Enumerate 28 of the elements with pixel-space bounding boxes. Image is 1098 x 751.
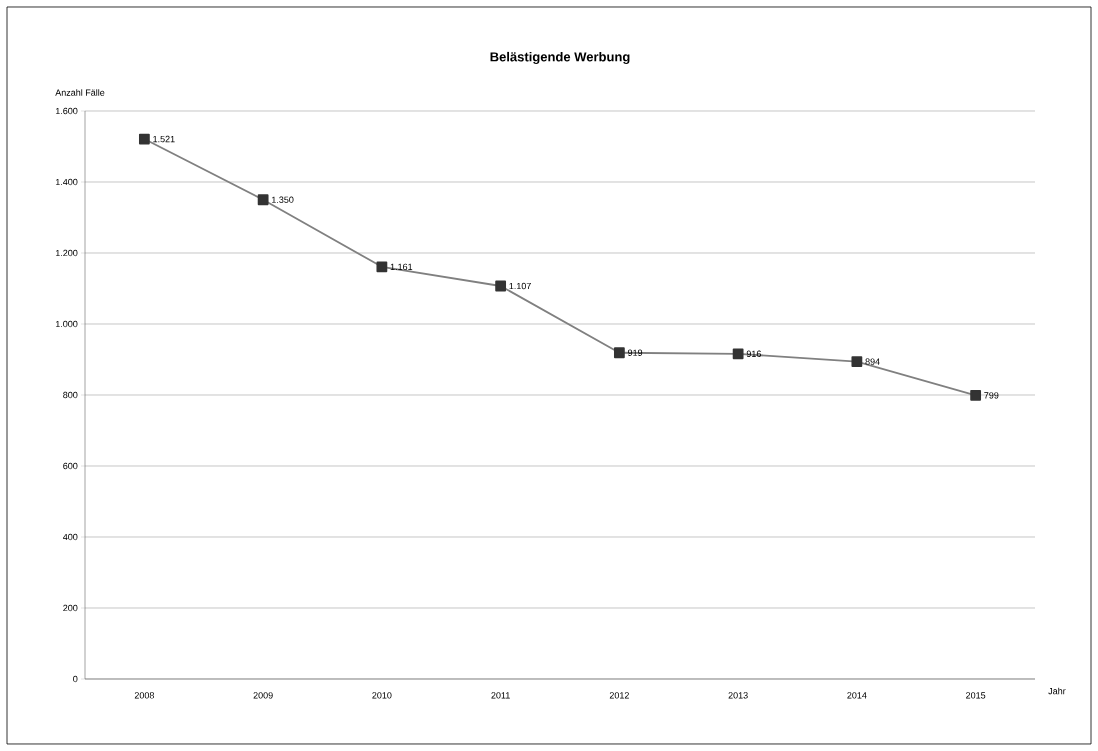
y-tick-label: 600	[63, 462, 78, 470]
y-tick-label: 200	[63, 604, 78, 612]
y-axis-title: Anzahl Fälle	[55, 89, 105, 96]
data-label: 799	[984, 392, 999, 399]
x-tick-label: 2012	[609, 692, 629, 699]
x-tick-label: 2014	[847, 692, 867, 699]
y-tick-label: 400	[62, 533, 78, 541]
data-label: 1.350	[272, 196, 294, 203]
y-tick-label: 1.600	[55, 107, 78, 115]
x-tick-label: 2015	[966, 692, 986, 699]
data-label: 919	[628, 349, 643, 356]
data-label: 916	[746, 350, 761, 357]
x-tick-label: 2011	[491, 692, 510, 699]
y-tick-label: 1.400	[55, 178, 78, 186]
x-tick-label: 2009	[253, 692, 273, 699]
x-tick-label: 2010	[372, 692, 392, 699]
data-label: 1.161	[390, 263, 413, 271]
data-label: 1.107	[509, 282, 531, 290]
y-tick-label: 1.000	[55, 320, 78, 328]
data-label: 894	[865, 358, 880, 365]
y-tick-label: 800	[63, 391, 78, 399]
x-axis-title: Jahr	[1048, 687, 1066, 695]
chart-title: Belästigende Werbung	[490, 51, 630, 65]
y-tick-label: 1.200	[55, 249, 78, 257]
x-tick-label: 2013	[728, 692, 748, 699]
data-label: 1.521	[153, 135, 175, 143]
x-tick-label: 2008	[134, 692, 154, 699]
y-tick-label: 0	[73, 675, 78, 683]
